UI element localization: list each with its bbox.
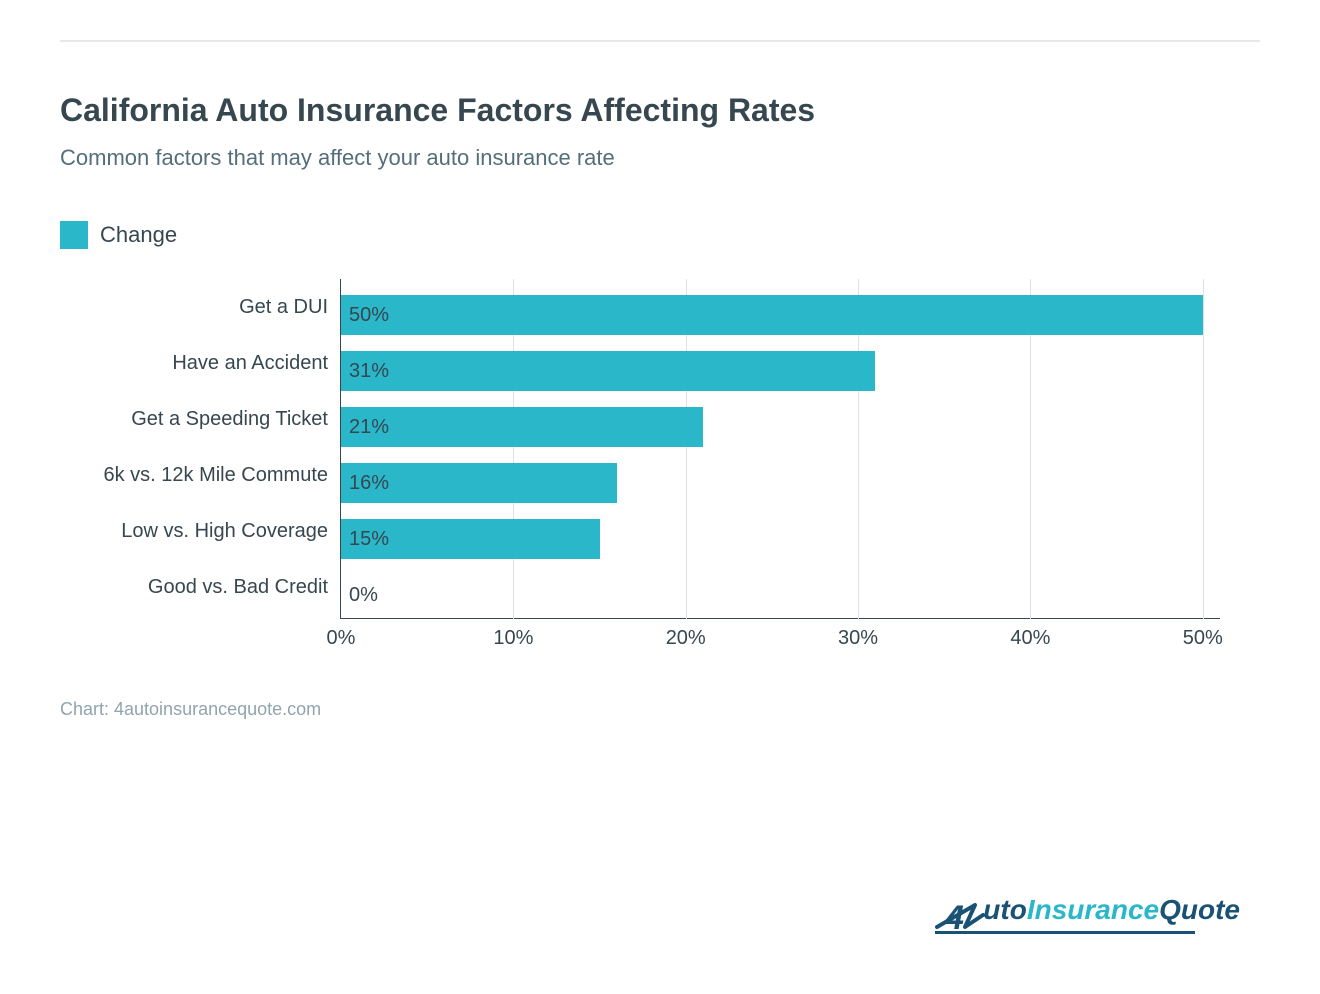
logo-mark-icon: 4 bbox=[935, 897, 985, 933]
bar-row: 21% bbox=[341, 399, 1220, 455]
x-tick-label: 10% bbox=[493, 627, 533, 650]
y-category-label: Good vs. Bad Credit bbox=[68, 567, 328, 607]
x-tick-label: 20% bbox=[666, 627, 706, 650]
chart-credit: Chart: 4autoinsurancequote.com bbox=[60, 699, 1260, 720]
x-tick-label: 50% bbox=[1183, 627, 1223, 650]
chart-subtitle: Common factors that may affect your auto… bbox=[60, 145, 1260, 171]
bar-value-label: 31% bbox=[349, 351, 389, 391]
legend-label: Change bbox=[100, 222, 177, 248]
x-tick-label: 40% bbox=[1010, 627, 1050, 650]
bar-row: 15% bbox=[341, 511, 1220, 567]
y-category-label: Low vs. High Coverage bbox=[68, 511, 328, 551]
x-tick-label: 30% bbox=[838, 627, 878, 650]
top-divider bbox=[60, 40, 1260, 42]
brand-logo: 4 utoInsuranceQuote bbox=[935, 894, 1240, 934]
bar-row: 31% bbox=[341, 343, 1220, 399]
y-category-label: Have an Accident bbox=[68, 343, 328, 383]
y-category-label: Get a DUI bbox=[68, 287, 328, 327]
bar-value-label: 21% bbox=[349, 407, 389, 447]
bar-row: 50% bbox=[341, 287, 1220, 343]
chart-plot: 0%10%20%30%40%50%50%31%21%16%15%0% bbox=[340, 279, 1220, 619]
y-category-label: Get a Speeding Ticket bbox=[68, 399, 328, 439]
logo-text: utoInsuranceQuote bbox=[983, 894, 1240, 925]
bar bbox=[341, 407, 703, 447]
bar bbox=[341, 351, 875, 391]
bar-value-label: 0% bbox=[349, 575, 378, 615]
chart-area: 0%10%20%30%40%50%50%31%21%16%15%0% Get a… bbox=[340, 279, 1220, 649]
legend-swatch bbox=[60, 221, 88, 249]
bar-value-label: 50% bbox=[349, 295, 389, 335]
logo-insurance: Insurance bbox=[1027, 894, 1159, 925]
bar-row: 16% bbox=[341, 455, 1220, 511]
bar bbox=[341, 295, 1203, 335]
legend: Change bbox=[60, 221, 1260, 249]
logo-quote: Quote bbox=[1159, 894, 1240, 925]
svg-text:4: 4 bbox=[944, 899, 964, 933]
y-category-label: 6k vs. 12k Mile Commute bbox=[68, 455, 328, 495]
chart-title: California Auto Insurance Factors Affect… bbox=[60, 92, 1260, 129]
logo-auto: uto bbox=[983, 894, 1027, 925]
bar-row: 0% bbox=[341, 567, 1220, 623]
bar-value-label: 16% bbox=[349, 463, 389, 503]
x-tick-label: 0% bbox=[327, 627, 356, 650]
bar-value-label: 15% bbox=[349, 519, 389, 559]
